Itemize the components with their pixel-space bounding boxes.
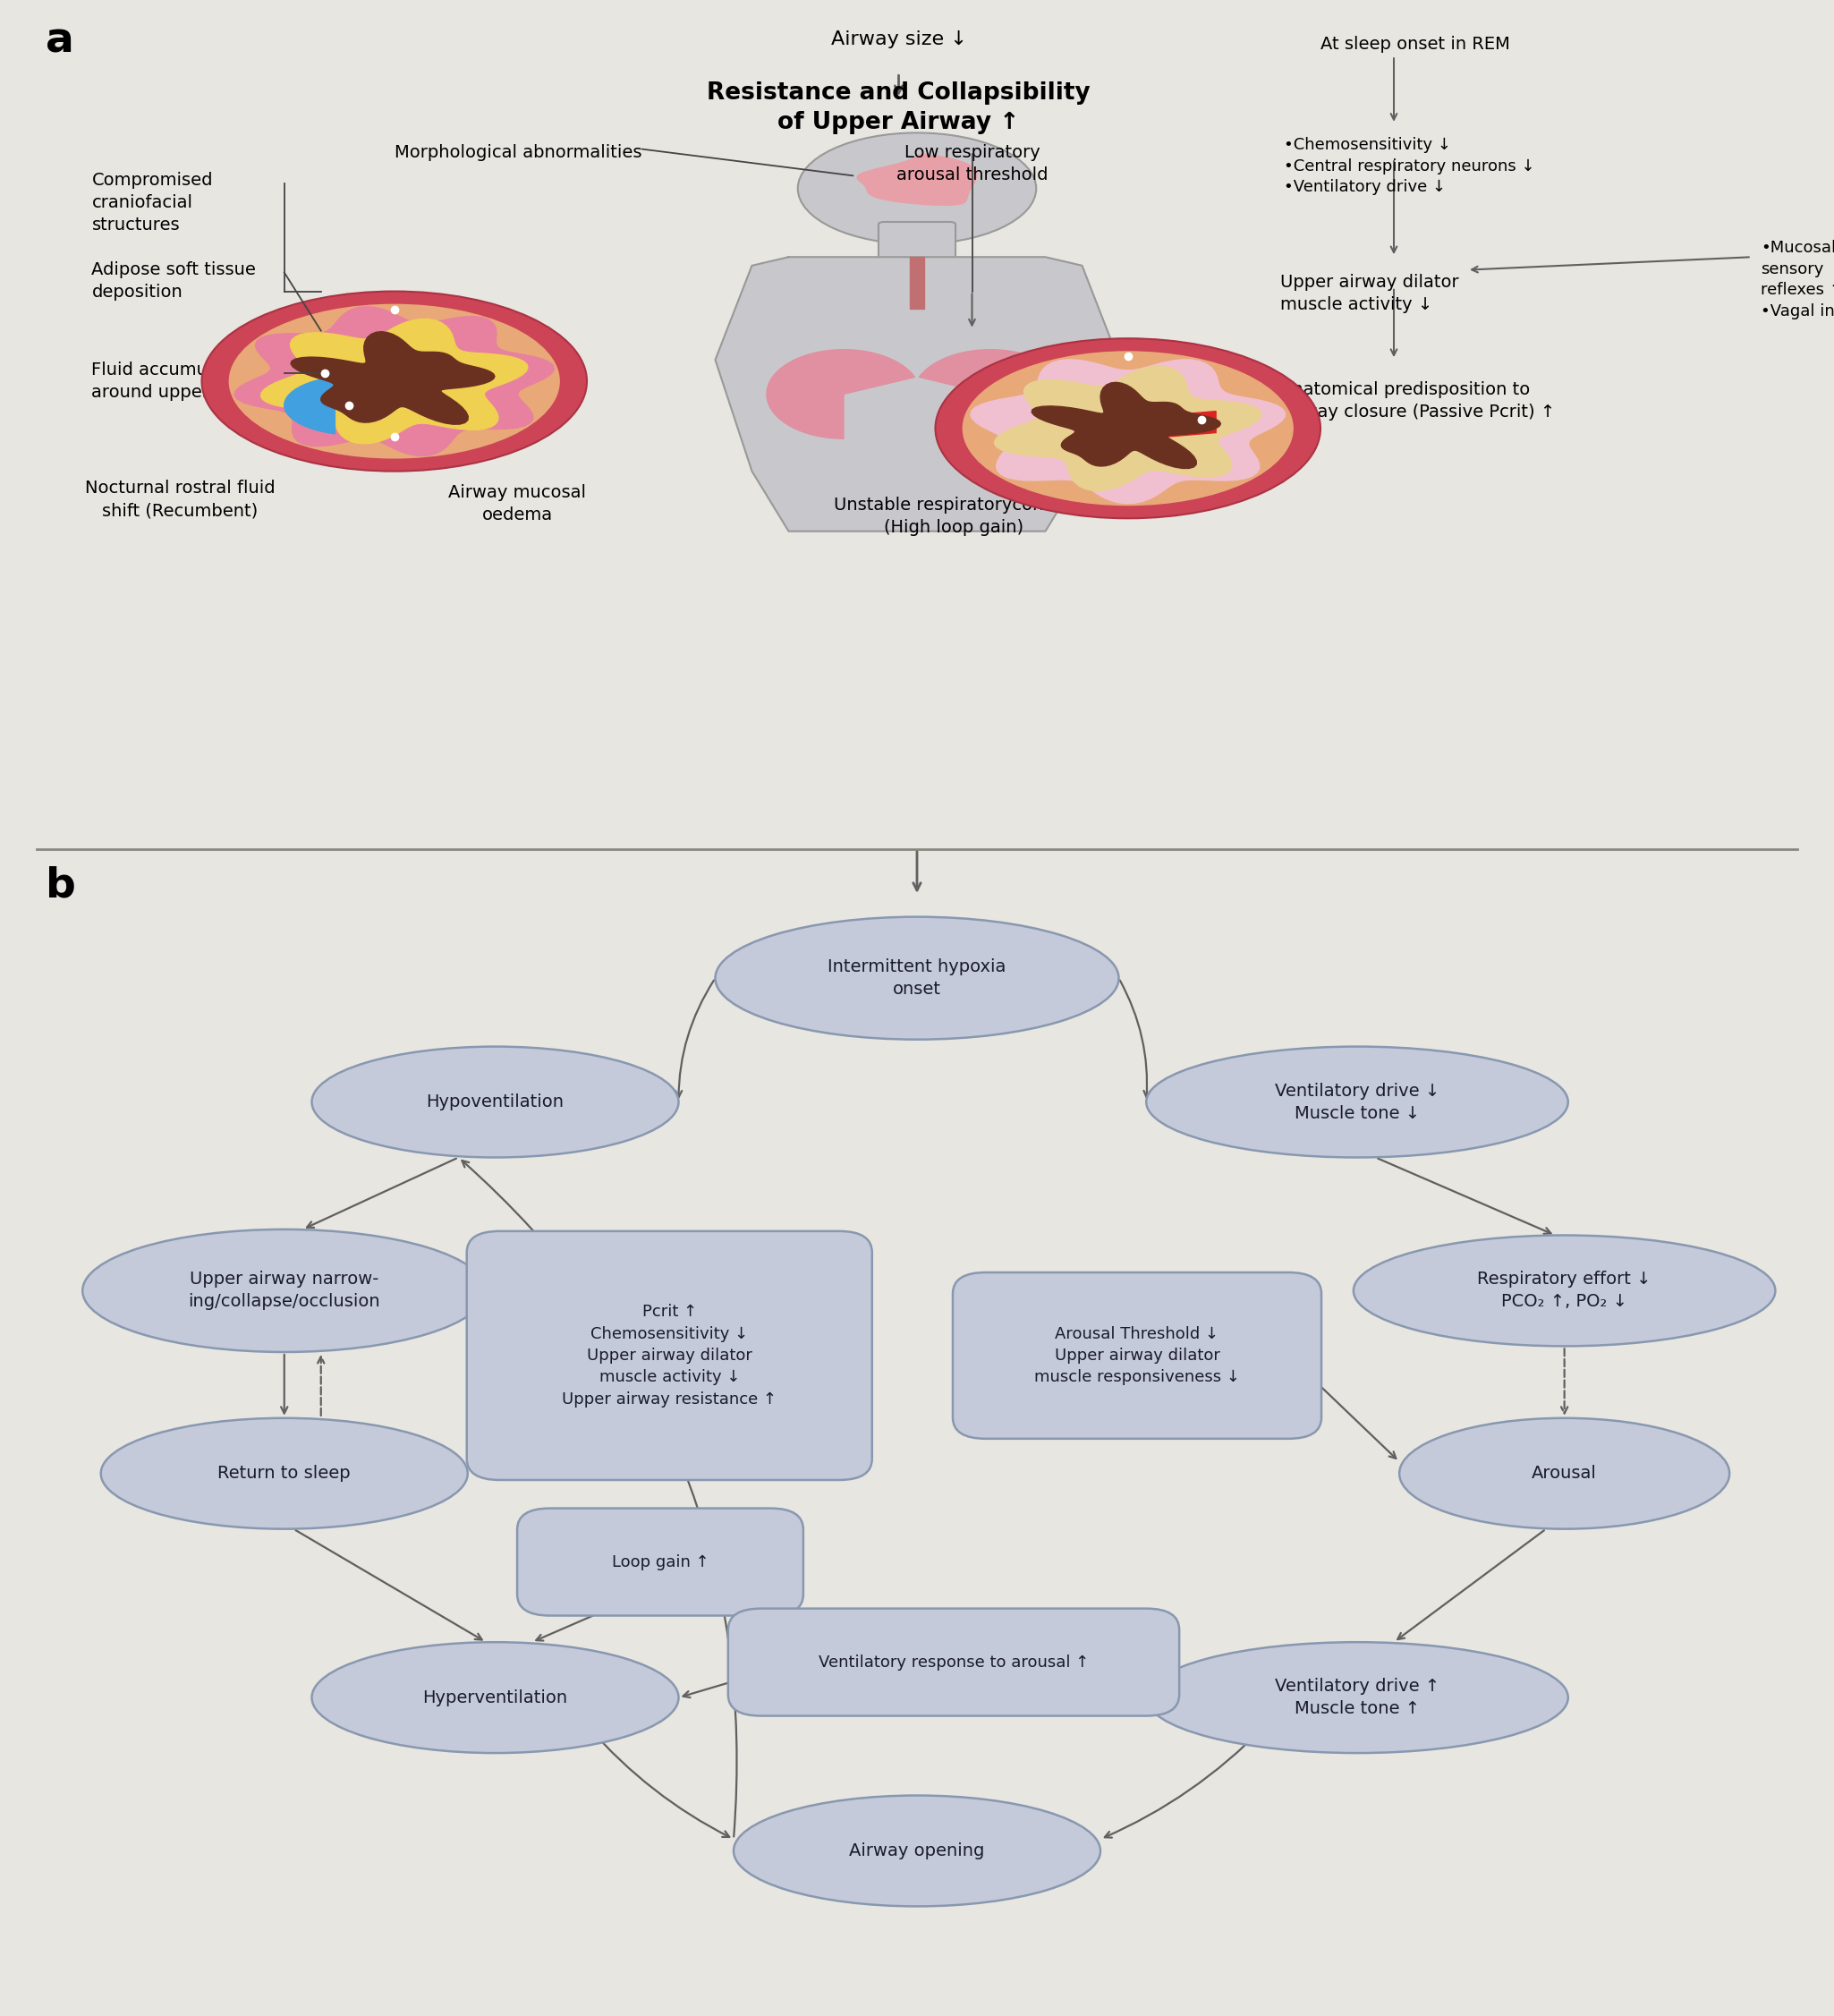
Text: Loop gain ↑: Loop gain ↑ bbox=[611, 1554, 710, 1570]
FancyBboxPatch shape bbox=[954, 1272, 1320, 1439]
Text: Pcrit ↑
Chemosensitivity ↓
Upper airway dilator
muscle activity ↓
Upper airway r: Pcrit ↑ Chemosensitivity ↓ Upper airway … bbox=[561, 1304, 778, 1407]
Circle shape bbox=[798, 133, 1036, 244]
Text: Arousal Threshold ↓
Upper airway dilator
muscle responsiveness ↓: Arousal Threshold ↓ Upper airway dilator… bbox=[1034, 1327, 1240, 1385]
Text: Nocturnal rostral fluid
shift (Recumbent): Nocturnal rostral fluid shift (Recumbent… bbox=[84, 480, 275, 520]
Text: Airway mucosal
oedema: Airway mucosal oedema bbox=[447, 484, 587, 524]
Text: Hypoventilation: Hypoventilation bbox=[425, 1093, 565, 1111]
Text: Upper airway dilator
muscle activity ↓: Upper airway dilator muscle activity ↓ bbox=[1280, 274, 1458, 314]
Ellipse shape bbox=[1146, 1046, 1568, 1157]
Polygon shape bbox=[1033, 383, 1221, 468]
Text: •Chemosensitivity ↓
•Central respiratory neurons ↓
•Ventilatory drive ↓: •Chemosensitivity ↓ •Central respiratory… bbox=[1284, 137, 1535, 196]
Polygon shape bbox=[910, 258, 924, 308]
Polygon shape bbox=[235, 306, 554, 456]
Text: Airway size ↓: Airway size ↓ bbox=[831, 30, 967, 48]
Ellipse shape bbox=[734, 1796, 1100, 1907]
Ellipse shape bbox=[83, 1230, 486, 1353]
Text: Respiratory effort ↓
PCO₂ ↑, PO₂ ↓: Respiratory effort ↓ PCO₂ ↑, PO₂ ↓ bbox=[1478, 1270, 1651, 1310]
Text: a: a bbox=[46, 22, 75, 62]
FancyBboxPatch shape bbox=[517, 1508, 803, 1615]
Ellipse shape bbox=[312, 1643, 679, 1754]
Circle shape bbox=[963, 351, 1293, 506]
Polygon shape bbox=[994, 367, 1262, 490]
Polygon shape bbox=[919, 349, 1067, 439]
Polygon shape bbox=[715, 258, 1119, 532]
Polygon shape bbox=[260, 319, 528, 444]
Text: Adipose soft tissue
deposition: Adipose soft tissue deposition bbox=[92, 262, 257, 300]
Text: Upper airway narrow-
ing/collapse/occlusion: Upper airway narrow- ing/collapse/occlus… bbox=[189, 1270, 380, 1310]
Text: At sleep onset in REM: At sleep onset in REM bbox=[1320, 36, 1509, 52]
Text: Return to sleep: Return to sleep bbox=[218, 1466, 350, 1482]
FancyBboxPatch shape bbox=[466, 1232, 871, 1480]
Circle shape bbox=[202, 292, 587, 472]
Polygon shape bbox=[284, 377, 336, 433]
Text: •Mucosal
sensory
reflexes ↑
•Vagal input ↑: •Mucosal sensory reflexes ↑ •Vagal input… bbox=[1761, 240, 1834, 319]
Ellipse shape bbox=[1146, 1643, 1568, 1754]
Text: b: b bbox=[46, 867, 77, 907]
Text: Resistance and Collapsibility
of Upper Airway ↑: Resistance and Collapsibility of Upper A… bbox=[706, 81, 1091, 135]
Ellipse shape bbox=[312, 1046, 679, 1157]
Circle shape bbox=[935, 339, 1320, 518]
Polygon shape bbox=[767, 349, 915, 439]
Text: Ventilatory drive ↑
Muscle tone ↑: Ventilatory drive ↑ Muscle tone ↑ bbox=[1275, 1677, 1440, 1718]
Text: Airway opening: Airway opening bbox=[849, 1843, 985, 1859]
Text: Hyperventilation: Hyperventilation bbox=[422, 1689, 569, 1706]
Text: Low respiratory
arousal threshold: Low respiratory arousal threshold bbox=[897, 143, 1047, 183]
Text: Fluid accumulation
around upper airway: Fluid accumulation around upper airway bbox=[92, 361, 273, 401]
Text: Morphological abnormalities: Morphological abnormalities bbox=[394, 143, 642, 161]
Ellipse shape bbox=[101, 1417, 468, 1528]
Text: Intermittent hypoxia
onset: Intermittent hypoxia onset bbox=[827, 958, 1007, 998]
Text: Ventilatory response to arousal ↑: Ventilatory response to arousal ↑ bbox=[818, 1655, 1089, 1669]
FancyBboxPatch shape bbox=[878, 222, 956, 260]
Polygon shape bbox=[970, 359, 1286, 504]
Ellipse shape bbox=[715, 917, 1119, 1040]
Circle shape bbox=[229, 304, 559, 460]
Text: Unstable respiratorycontrol
(High loop gain): Unstable respiratorycontrol (High loop g… bbox=[834, 498, 1073, 536]
Text: Compromised
craniofacial
structures: Compromised craniofacial structures bbox=[92, 171, 213, 234]
Polygon shape bbox=[292, 333, 495, 423]
Text: Arousal: Arousal bbox=[1531, 1466, 1597, 1482]
Text: Ventilatory drive ↓
Muscle tone ↓: Ventilatory drive ↓ Muscle tone ↓ bbox=[1275, 1083, 1440, 1121]
FancyBboxPatch shape bbox=[728, 1609, 1179, 1716]
Ellipse shape bbox=[1399, 1417, 1729, 1528]
Polygon shape bbox=[856, 155, 978, 206]
Ellipse shape bbox=[1353, 1236, 1775, 1347]
Polygon shape bbox=[1165, 411, 1216, 437]
Text: Anatomical predisposition to
ariway closure (Passive Pcrit) ↑: Anatomical predisposition to ariway clos… bbox=[1280, 381, 1555, 421]
